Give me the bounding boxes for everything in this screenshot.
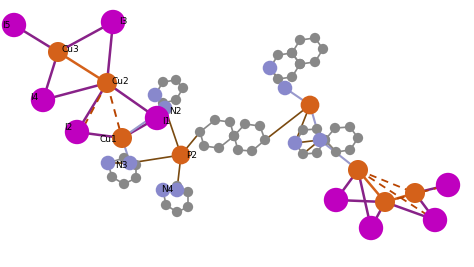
- Point: [151, 93, 159, 97]
- Point: [288, 51, 296, 55]
- Point: [266, 66, 274, 70]
- Point: [173, 210, 181, 214]
- Point: [332, 150, 340, 154]
- Point: [73, 130, 81, 134]
- Point: [316, 138, 324, 142]
- Point: [230, 134, 238, 138]
- Point: [291, 141, 299, 145]
- Point: [234, 148, 242, 152]
- Point: [184, 205, 192, 209]
- Point: [104, 161, 112, 165]
- Point: [120, 182, 128, 186]
- Point: [291, 141, 299, 145]
- Point: [159, 188, 167, 192]
- Text: I2: I2: [64, 123, 72, 132]
- Point: [200, 144, 208, 148]
- Point: [261, 138, 269, 142]
- Point: [411, 191, 419, 195]
- Point: [346, 148, 354, 152]
- Point: [159, 101, 167, 105]
- Point: [354, 136, 362, 140]
- Point: [299, 128, 307, 132]
- Point: [299, 152, 307, 156]
- Point: [118, 136, 126, 140]
- Point: [172, 78, 180, 82]
- Point: [306, 103, 314, 107]
- Point: [104, 161, 112, 165]
- Point: [54, 50, 62, 54]
- Point: [288, 75, 296, 79]
- Text: Cu3: Cu3: [61, 45, 79, 54]
- Text: P2: P2: [186, 151, 198, 159]
- Point: [184, 190, 192, 194]
- Point: [108, 175, 116, 179]
- Text: I3: I3: [119, 18, 127, 26]
- Point: [354, 168, 362, 172]
- Point: [332, 198, 340, 202]
- Point: [431, 218, 439, 222]
- Point: [159, 80, 167, 84]
- Point: [151, 93, 159, 97]
- Point: [311, 36, 319, 40]
- Point: [153, 116, 161, 120]
- Text: I4: I4: [30, 93, 38, 103]
- Point: [179, 86, 187, 90]
- Point: [132, 163, 140, 167]
- Point: [126, 161, 134, 165]
- Point: [346, 125, 354, 129]
- Text: I1: I1: [162, 117, 170, 127]
- Point: [241, 122, 249, 126]
- Point: [196, 130, 204, 134]
- Point: [367, 226, 375, 230]
- Point: [381, 200, 389, 204]
- Point: [296, 38, 304, 42]
- Point: [103, 81, 111, 85]
- Point: [10, 23, 18, 27]
- Point: [173, 188, 181, 192]
- Point: [281, 86, 289, 90]
- Point: [311, 60, 319, 64]
- Point: [288, 51, 296, 55]
- Point: [321, 138, 329, 142]
- Point: [296, 62, 304, 66]
- Point: [39, 98, 47, 102]
- Text: Cu2: Cu2: [111, 77, 129, 85]
- Point: [132, 176, 140, 180]
- Point: [161, 106, 169, 110]
- Point: [172, 98, 180, 102]
- Point: [274, 53, 282, 57]
- Point: [177, 153, 185, 157]
- Point: [296, 62, 304, 66]
- Point: [215, 146, 223, 150]
- Point: [109, 20, 117, 24]
- Point: [274, 77, 282, 81]
- Point: [120, 156, 128, 160]
- Point: [319, 47, 327, 51]
- Point: [159, 188, 167, 192]
- Text: N2: N2: [169, 107, 181, 116]
- Text: N3: N3: [115, 162, 127, 171]
- Point: [266, 66, 274, 70]
- Point: [230, 134, 238, 138]
- Point: [248, 149, 256, 153]
- Point: [321, 138, 329, 142]
- Point: [313, 127, 321, 131]
- Point: [211, 118, 219, 122]
- Point: [331, 126, 339, 130]
- Point: [173, 184, 181, 188]
- Text: I5: I5: [2, 21, 10, 29]
- Point: [256, 124, 264, 128]
- Point: [444, 183, 452, 187]
- Point: [162, 203, 170, 207]
- Text: Cu1: Cu1: [99, 135, 117, 144]
- Point: [226, 120, 234, 124]
- Text: N4: N4: [161, 186, 173, 194]
- Point: [313, 151, 321, 155]
